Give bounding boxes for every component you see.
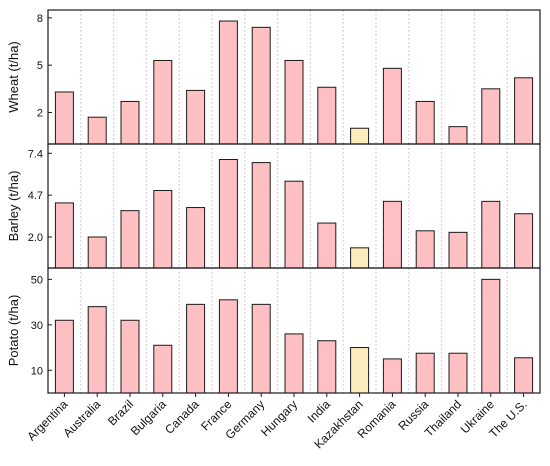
potato-bar-australia [87,306,107,394]
wheat-ylabel: Wheat (t/ha) [6,41,21,113]
x-tick-label-thailand: Thailand [422,397,464,439]
barley-bar-the-u-s- [514,213,534,269]
wheat-bar-india [317,86,337,145]
x-tick-label-australia: Australia [60,397,103,440]
barley-ytick-label: 7.4 [28,148,43,160]
barley-bar-ukraine [481,200,501,269]
potato-bar-germany [251,303,271,394]
barley-bar-kazakhstan [350,247,370,269]
potato-bar-argentina [54,319,74,394]
wheat-bar-the-u-s- [514,77,534,145]
x-tick-label-hungary: Hungary [258,397,300,439]
potato-bar-france [218,299,238,394]
potato-bar-kazakhstan [350,347,370,394]
potato-panel: 10 30 50 Potato (t/ha) [6,267,541,394]
wheat-bar-australia [87,116,107,145]
potato-bar-ukraine [481,278,501,394]
barley-bar-thailand [448,231,468,269]
wheat-bar-france [218,20,238,145]
barley-bar-russia [415,230,435,269]
barley-panel: 2.0 4.7 7.4 Barley (t/ha) [6,143,541,269]
barley-bar-germany [251,162,271,269]
potato-bar-canada [186,303,206,394]
wheat-bar-hungary [284,59,304,145]
x-tick-label-bulgaria: Bulgaria [128,397,169,438]
potato-ytick-label: 10 [31,365,43,377]
x-tick-label-india: India [305,397,334,426]
wheat-bar-canada [186,89,206,145]
potato-bar-romania [382,358,402,394]
wheat-bar-kazakhstan [350,127,370,145]
wheat-bar-bulgaria [153,59,173,145]
barley-bar-brazil [120,210,140,269]
potato-bar-hungary [284,333,304,394]
wheat-bar-germany [251,26,271,145]
potato-bar-brazil [120,319,140,394]
wheat-bar-romania [382,67,402,145]
barley-bar-hungary [284,180,304,269]
wheat-bar-thailand [448,126,468,145]
wheat-ytick-label: 2 [37,107,43,119]
barley-bar-india [317,222,337,269]
potato-ylabel: Potato (t/ha) [6,295,21,367]
potato-bar-bulgaria [153,344,173,394]
wheat-bar-russia [415,100,435,145]
barley-bar-canada [186,207,206,269]
x-tick-label-canada: Canada [162,397,202,437]
wheat-bar-ukraine [481,88,501,145]
wheat-ytick-label: 5 [37,60,43,72]
wheat-bar-brazil [120,100,140,145]
potato-bar-thailand [448,352,468,394]
potato-ytick-label: 50 [31,274,43,286]
potato-bar-russia [415,352,435,394]
wheat-ytick-label: 8 [37,13,43,25]
barley-bar-france [218,159,238,269]
potato-bar-india [317,340,337,394]
barley-bar-australia [87,236,107,269]
barley-ytick-label: 4.7 [28,190,43,202]
barley-ylabel: Barley (t/ha) [6,171,21,242]
potato-bar-the-u-s- [514,357,534,394]
x-tick-label-argentina: Argentina [24,397,70,443]
potato-ytick-label: 30 [31,320,43,332]
wheat-bar-argentina [54,91,74,145]
wheat-panel: 2 5 8 Wheat (t/ha) [6,9,541,145]
barley-bar-argentina [54,202,74,269]
barley-bar-bulgaria [153,190,173,269]
barley-ytick-label: 2.0 [28,232,43,244]
barley-bar-romania [382,200,402,269]
